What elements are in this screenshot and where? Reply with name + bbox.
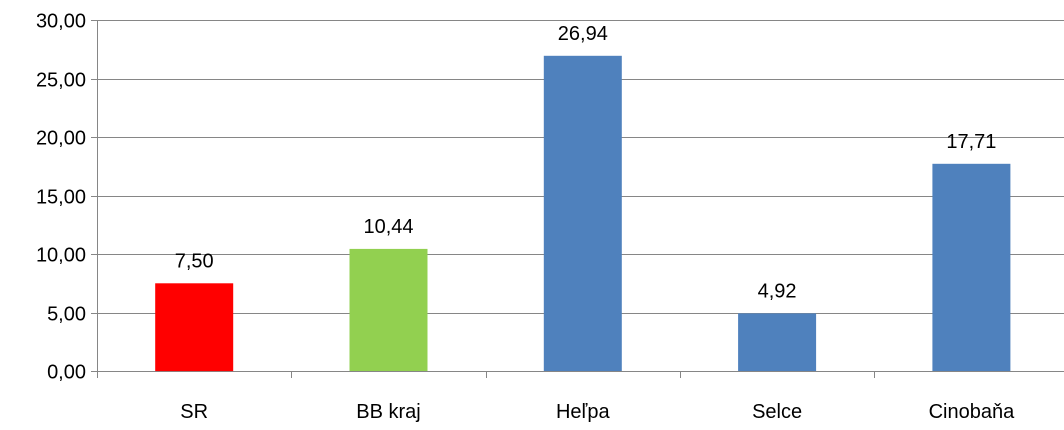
bar-sr bbox=[155, 283, 234, 372]
x-category-label: Selce bbox=[752, 401, 802, 423]
data-label: 10,44 bbox=[363, 216, 413, 238]
x-category-label: Heľpa bbox=[556, 401, 611, 423]
bars bbox=[155, 55, 1011, 372]
data-label: 17,71 bbox=[946, 131, 996, 153]
x-category-label: BB kraj bbox=[356, 401, 420, 423]
bar-selce bbox=[738, 313, 817, 371]
bar-cinobaňa bbox=[932, 163, 1011, 371]
y-tick-label: 25,00 bbox=[36, 70, 86, 92]
y-tick-label: 20,00 bbox=[36, 128, 86, 150]
y-tick-label: 5,00 bbox=[47, 304, 86, 326]
y-tick-label: 0,00 bbox=[47, 362, 86, 384]
labels: 0,00 5,00 10,00 15,00 20,00 25,00 30,00 7,50 SR 1… bbox=[36, 11, 1015, 424]
bar-heľpa bbox=[543, 55, 622, 372]
data-label: 7,50 bbox=[175, 250, 214, 272]
x-category-label: SR bbox=[180, 401, 208, 423]
axes bbox=[91, 20, 1064, 378]
y-tick-label: 15,00 bbox=[36, 187, 86, 209]
x-category-label: Cinobaňa bbox=[929, 401, 1016, 423]
data-label: 26,94 bbox=[558, 23, 608, 45]
bar-bb-kraj bbox=[349, 248, 428, 371]
y-tick-label: 30,00 bbox=[36, 11, 86, 33]
data-label: 4,92 bbox=[758, 280, 797, 302]
y-tick-label: 10,00 bbox=[36, 245, 86, 267]
